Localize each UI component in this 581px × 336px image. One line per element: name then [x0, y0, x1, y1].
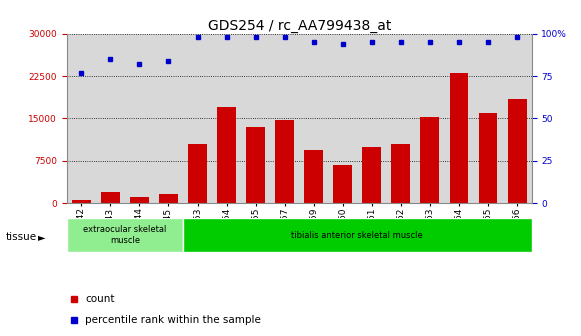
Bar — [217, 107, 236, 203]
FancyBboxPatch shape — [183, 218, 532, 252]
Bar — [72, 200, 91, 203]
Bar — [159, 194, 178, 203]
Bar — [246, 127, 265, 203]
Text: tissue: tissue — [6, 232, 37, 242]
Bar — [363, 147, 381, 203]
Title: GDS254 / rc_AA799438_at: GDS254 / rc_AA799438_at — [207, 18, 391, 33]
FancyBboxPatch shape — [67, 218, 183, 252]
Bar — [304, 150, 323, 203]
Text: extraocular skeletal
muscle: extraocular skeletal muscle — [83, 225, 167, 245]
Bar — [508, 99, 526, 203]
Bar — [188, 144, 207, 203]
Bar — [450, 73, 468, 203]
Bar — [392, 144, 410, 203]
Bar — [421, 117, 439, 203]
Bar — [130, 197, 149, 203]
Bar — [275, 120, 294, 203]
Text: count: count — [85, 294, 115, 304]
Bar — [479, 113, 497, 203]
Text: percentile rank within the sample: percentile rank within the sample — [85, 315, 261, 325]
Text: tibialis anterior skeletal muscle: tibialis anterior skeletal muscle — [292, 231, 423, 240]
Bar — [101, 192, 120, 203]
Bar — [333, 165, 352, 203]
Text: ►: ► — [38, 232, 45, 242]
